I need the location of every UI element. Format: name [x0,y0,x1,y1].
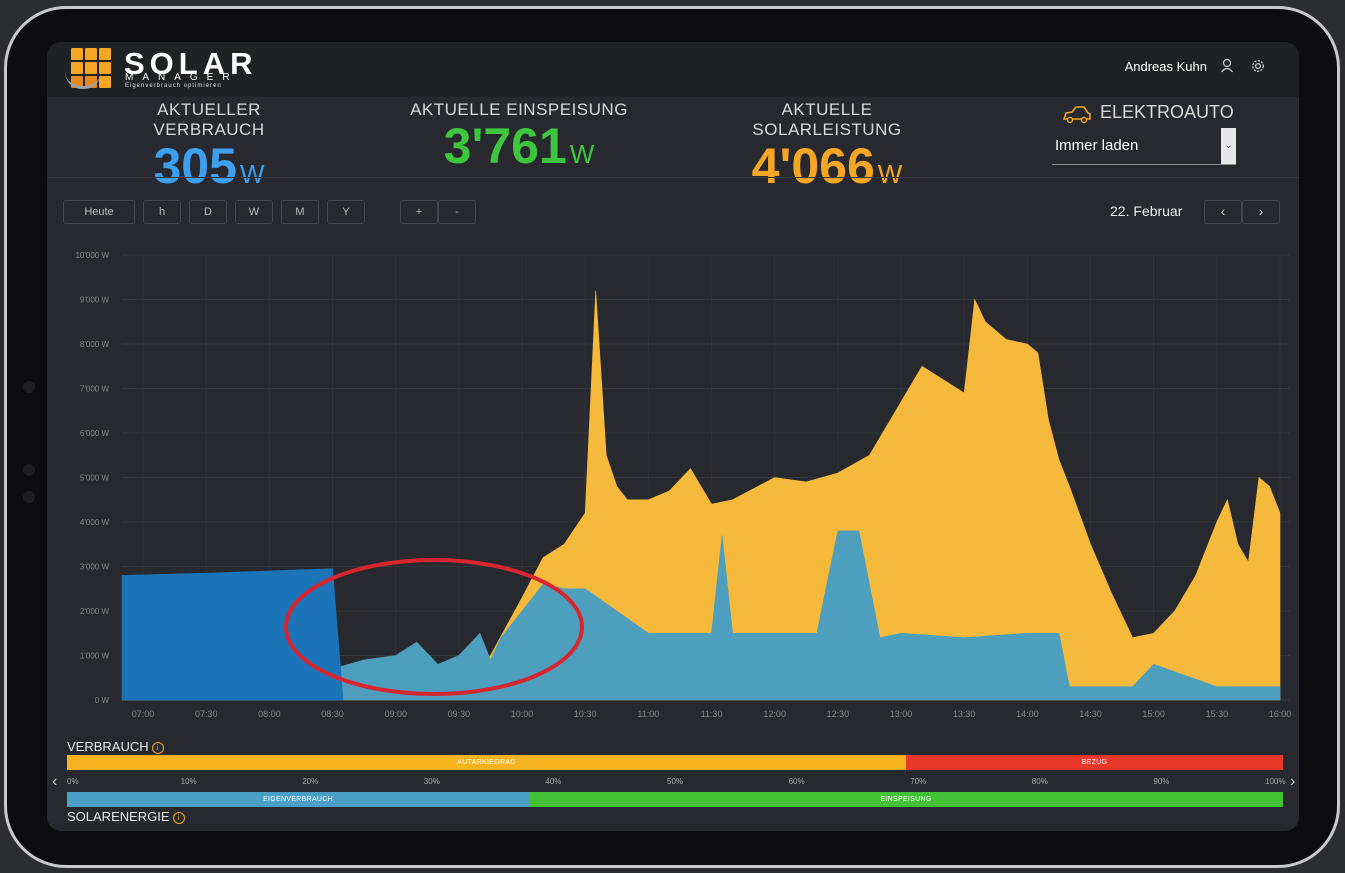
y-tick-label: 9'000 W [80,296,110,305]
percent-tick: 30% [423,777,440,786]
percent-tick: 80% [1031,777,1048,786]
gear-icon[interactable] [1249,58,1267,76]
percent-tick: 0% [67,777,79,786]
consumption-label: AKTUELLER VERBRAUCH [153,100,265,139]
bezug-bar: BEZUG [906,755,1283,770]
x-tick-label: 16:00 [1269,709,1292,719]
percent-tick: 40% [545,777,562,786]
zoom-in-button[interactable]: + [400,200,438,224]
chevron-left-icon[interactable]: ‹ [52,773,58,790]
x-tick-label: 08:00 [258,709,281,719]
top-bar: SOLAR MANAGER Eigenverbrauch optimieren … [47,42,1299,97]
zoom-out-button[interactable]: - [438,200,476,224]
sensor-dot [23,464,35,476]
solar-label: AKTUELLE SOLARLEISTUNG [752,100,902,139]
user-icon[interactable] [1218,58,1236,76]
y-tick-label: 3'000 W [80,563,110,572]
y-tick-label: 1'000 W [80,652,110,661]
x-tick-label: 11:30 [701,709,723,719]
feed-in-value: 3'761 W [443,118,595,174]
percent-tick: 90% [1153,777,1170,786]
current-feed-in: AKTUELLE EINSPEISUNG 3'761 W [409,100,629,179]
x-tick-label: 14:30 [1079,709,1102,719]
logo-swoosh-icon [65,72,101,89]
x-tick-label: 10:00 [511,709,534,719]
series-area [121,568,344,701]
x-tick-label: 13:00 [890,709,913,719]
y-tick-label: 2'000 W [80,607,110,616]
percent-tick: 20% [302,777,319,786]
feed-in-label: AKTUELLE EINSPEISUNG [410,100,628,119]
x-tick-label: 12:00 [763,709,786,719]
x-tick-label: 15:30 [1206,709,1229,719]
sensor-dot [23,491,35,503]
eigenverbrauch-bar: EIGENVERBRAUCH [67,792,530,807]
y-tick-label: 7'000 W [80,385,110,394]
y-tick-label: 4'000 W [80,518,110,527]
series-area [122,530,1281,701]
ev-mode-select[interactable]: Immer laden ⌄ [1052,128,1236,165]
solar-value: 4'066 W [751,138,903,194]
einspeisung-bar: EINSPEISUNG [529,792,1283,807]
consumption-value: 305 W [153,138,265,194]
y-tick-label: 6'000 W [80,429,110,438]
app-screen: SOLAR MANAGER Eigenverbrauch optimieren … [47,42,1299,831]
percent-tick: 10% [180,777,197,786]
percent-tick: 50% [667,777,684,786]
current-consumption: AKTUELLER VERBRAUCH 305 W [99,100,319,199]
ev-title: ELEKTROAUTO [1100,102,1234,122]
user-name[interactable]: Andreas Kuhn [1124,59,1207,74]
percent-tick: 60% [788,777,805,786]
power-chart[interactable]: 0 W 1'000 W 2'000 W 3'000 W 4'000 W 5'000 W 6'… [47,237,1299,727]
chevron-down-icon[interactable]: ⌄ [1221,128,1236,164]
x-tick-label: 07:30 [195,709,218,719]
autarkiegrad-bar: AUTARKIEGRAD [67,755,907,770]
range-button-hour[interactable]: h [143,200,181,224]
x-tick-label: 09:00 [384,709,407,719]
x-tick-label: 08:30 [321,709,344,719]
x-tick-label: 10:30 [574,709,597,719]
chevron-right-icon[interactable]: › [1290,773,1296,790]
next-day-button[interactable]: › [1242,200,1280,224]
range-button-today[interactable]: Heute [63,200,135,224]
x-tick-label: 14:00 [1016,709,1039,719]
prev-day-button[interactable]: ‹ [1204,200,1242,224]
x-tick-label: 07:00 [132,709,155,719]
solar-energy-bar-label: SOLARENERGIE i [67,809,185,824]
current-solar-power: AKTUELLE SOLARLEISTUNG 4'066 W [707,100,947,199]
y-tick-label: 5'000 W [80,474,110,483]
percent-tick: 100% [1265,777,1286,786]
x-tick-label: 13:30 [953,709,976,719]
ev-mode-value: Immer laden [1055,137,1139,154]
x-tick-label: 11:00 [637,709,659,719]
range-button-day[interactable]: D [189,200,227,224]
x-tick-label: 12:30 [827,709,850,719]
range-button-year[interactable]: Y [327,200,365,224]
brand-title: SOLAR [124,46,258,81]
series-area [122,290,1281,701]
range-button-week[interactable]: W [235,200,273,224]
y-tick-label: 8'000 W [80,340,110,349]
brand-subtitle: MANAGER [125,72,239,83]
range-button-month[interactable]: M [281,200,319,224]
brand-tagline: Eigenverbrauch optimieren [125,83,222,89]
x-tick-label: 15:00 [1142,709,1165,719]
divider [47,177,1299,178]
percent-tick: 70% [910,777,927,786]
car-icon [1062,104,1092,129]
y-tick-label: 0 W [95,696,110,705]
info-icon[interactable]: i [151,742,164,754]
info-icon[interactable]: i [172,812,185,824]
y-tick-label: 10'000 W [75,251,109,260]
highlight-ellipse [284,558,584,696]
chart-date: 22. Februar [1110,203,1183,219]
consumption-bar-label: VERBRAUCH i [67,739,164,754]
x-tick-label: 09:30 [448,709,471,719]
camera-dot [23,381,35,393]
